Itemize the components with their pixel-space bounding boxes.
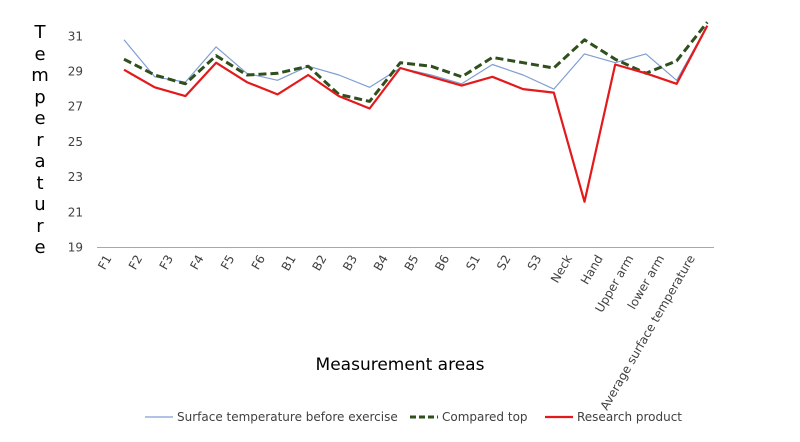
x-tick-label: F3: [157, 253, 176, 273]
legend-label-1: Surface temperature before exercise: [177, 410, 398, 424]
y-tick-label: 31: [68, 29, 83, 43]
y-axis-label-letter: t: [36, 172, 44, 194]
x-tick-label: B1: [279, 253, 299, 274]
x-tick-label: Hand: [578, 253, 606, 287]
legend: Surface temperature before exercise Compa…: [145, 410, 682, 424]
y-axis-label-letter: m: [31, 65, 49, 86]
x-axis-label: Measurement areas: [315, 355, 485, 375]
y-axis-label-letter: T: [34, 22, 46, 43]
y-axis-label-letter: e: [34, 237, 46, 258]
x-tick-label: B3: [340, 253, 360, 274]
x-axis-ticks: F1 F2 F3 F4 F5 F6 B1 B2 B3 B4 B5 B6 S1 S2 S3 Neck HandUp…: [95, 252, 698, 412]
x-tick-label: B2: [309, 253, 329, 274]
y-tick-label: 27: [68, 100, 83, 114]
y-axis-label-letter: u: [34, 194, 46, 215]
x-tick-label: S2: [494, 252, 514, 272]
legend-label-2: Compared top: [442, 410, 528, 424]
series-line-3: [123, 25, 709, 203]
x-tick-label: S3: [525, 253, 545, 273]
x-tick-label: B4: [371, 253, 391, 274]
x-tick-label: B5: [402, 253, 422, 274]
y-axis-label-letter: r: [36, 215, 44, 237]
x-tick-label: F1: [95, 253, 114, 273]
y-tick-label: 29: [68, 65, 83, 79]
x-tick-label: F2: [126, 253, 145, 273]
y-tick-label: 25: [68, 135, 83, 149]
y-tick-label: 19: [68, 241, 83, 255]
x-tick-label: F6: [249, 253, 268, 273]
y-tick-label: 23: [68, 170, 83, 184]
x-tick-label: F4: [187, 253, 206, 273]
y-axis-label-letter: a: [34, 151, 46, 172]
x-tick-label: F5: [218, 253, 237, 273]
x-tick-label: S1: [463, 253, 483, 273]
y-axis-label-letter: p: [34, 86, 46, 108]
y-tick-label: 21: [68, 205, 83, 219]
legend-label-3: Research product: [577, 410, 682, 424]
y-axis-label-letter: e: [34, 108, 46, 129]
x-tick-label: B6: [432, 253, 452, 274]
series-line-1: [123, 25, 708, 90]
y-axis-label-letter: e: [34, 43, 46, 65]
series-lines: [123, 21, 709, 203]
y-axis-ticks: 19 21 23 25 27 29 31: [68, 29, 83, 254]
y-axis-label-letter: r: [36, 129, 44, 151]
x-tick-label: Neck: [548, 252, 575, 285]
series-line-2: [123, 21, 709, 103]
